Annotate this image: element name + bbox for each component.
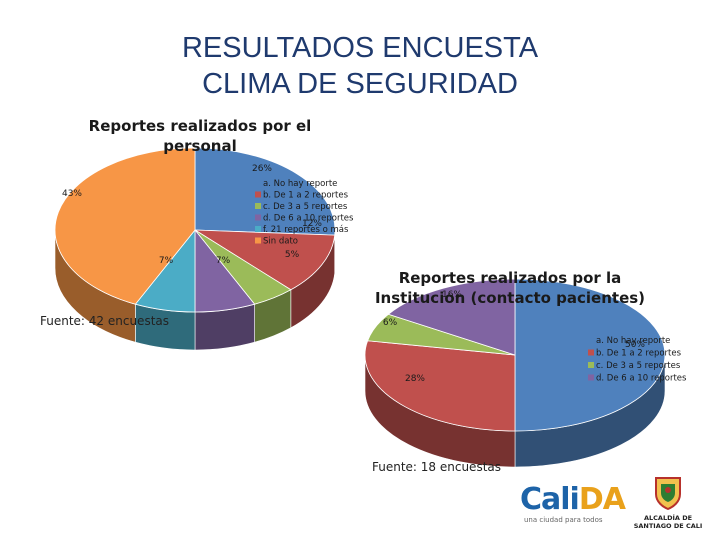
alcaldia-line-2: SANTIAGO DE CALI — [633, 522, 703, 530]
pie-1-data-label-3: 5% — [285, 250, 300, 260]
slide-title-line-2: CLIMA DE SEGURIDAD — [202, 68, 518, 100]
pie-2-legend-swatch-2 — [588, 349, 594, 356]
chart-1-source: Fuente: 42 encuestas — [40, 314, 170, 328]
pie-2-legend-entry-4: d. De 6 a 10 reportes — [596, 374, 687, 384]
chart-2-source: Fuente: 18 encuestas — [372, 460, 502, 474]
pie-1-data-label-2: 12% — [302, 219, 322, 229]
pie-2-legend-swatch-3 — [588, 362, 594, 368]
pie-1-legend-entry-5: f. 21 reportes o más — [263, 225, 349, 235]
pie-1-legend-entry-3: c. De 3 a 5 reportes — [263, 202, 348, 212]
pie-2-legend-entry-3: c. De 3 a 5 reportes — [596, 361, 681, 371]
pie-1-legend-swatch-3 — [255, 203, 261, 209]
alcaldia-logo: ALCALDÍA DE SANTIAGO DE CALI — [628, 476, 708, 536]
pie-1-data-label-6: 43% — [62, 189, 82, 199]
pie-2-slice-2 — [364, 340, 516, 432]
pie-1-legend-entry-1: a. No hay reporte — [263, 179, 337, 189]
chart-2-title: Reportes realizados por la Institucion (… — [374, 269, 646, 307]
pie-1-legend: a. No hay reporte b. De 1 a 2 reportesc. … — [255, 179, 354, 247]
pie-1-slice-2 — [193, 229, 336, 291]
pie-1-legend-entry-4: d. De 6 a 10 reportes — [263, 214, 354, 224]
calida-logo-accent: DA — [578, 482, 626, 517]
pie-1-slice-6 — [54, 147, 196, 305]
pie-1-legend-entry-2: b. De 1 a 2 reportes — [263, 191, 349, 201]
pie-2-data-label-3: 6% — [383, 318, 398, 328]
pie-2-data-label-4: 16% — [442, 290, 462, 300]
slide-title: RESULTADOS ENCUESTA CLIMA DE SEGURIDAD — [0, 30, 720, 102]
pie-chart-1: 26% 12% 5% 7% 7% 43% a. No hay reporte b. De 1 … — [54, 147, 354, 351]
calida-logo-text: Cali — [520, 482, 580, 517]
chart-1-title: Reportes realizados por el personal — [88, 117, 312, 155]
pie-2-legend-entry-1: a. No hay reporte — [596, 336, 670, 346]
coat-of-arms-icon — [655, 477, 681, 511]
pie-2-slice-4 — [387, 278, 516, 356]
pie-1-legend-swatch-2 — [255, 191, 261, 198]
calida-slogan: una ciudad para todos — [524, 516, 603, 524]
pie-1-data-label-4: 7% — [216, 256, 231, 266]
pie-1-legend-swatch-1 — [255, 180, 261, 186]
slide-title-line-1: RESULTADOS ENCUESTA — [181, 32, 539, 64]
pie-2-legend-swatch-1 — [588, 337, 594, 343]
pie-1-data-label-1: 26% — [252, 164, 272, 174]
alcaldia-line-1: ALCALDÍA DE — [643, 514, 693, 522]
pie-2-data-label-2: 28% — [405, 374, 425, 384]
pie-chart-2: 50% 28% 6% 16% a. No hay reporte b. De 1 a 2 … — [364, 278, 687, 468]
pie-1-legend-swatch-4 — [255, 214, 261, 221]
pie-2-legend-entry-2: b. De 1 a 2 reportes — [596, 349, 682, 359]
pie-1-legend-entry-6: Sin dato — [263, 237, 298, 247]
calida-logo: CaliDA una ciudad para todos — [520, 484, 630, 530]
pie-1-slice-1 — [194, 147, 336, 236]
pie-2-data-label-1: 50% — [625, 340, 645, 350]
pie-2-legend-swatch-4 — [588, 374, 594, 381]
pie-1-legend-swatch-5 — [255, 226, 261, 232]
pie-1-legend-swatch-6 — [255, 237, 261, 244]
pie-1-data-label-5: 7% — [159, 256, 174, 266]
pie-2-legend: a. No hay reporte b. De 1 a 2 reportes c. … — [588, 336, 687, 384]
